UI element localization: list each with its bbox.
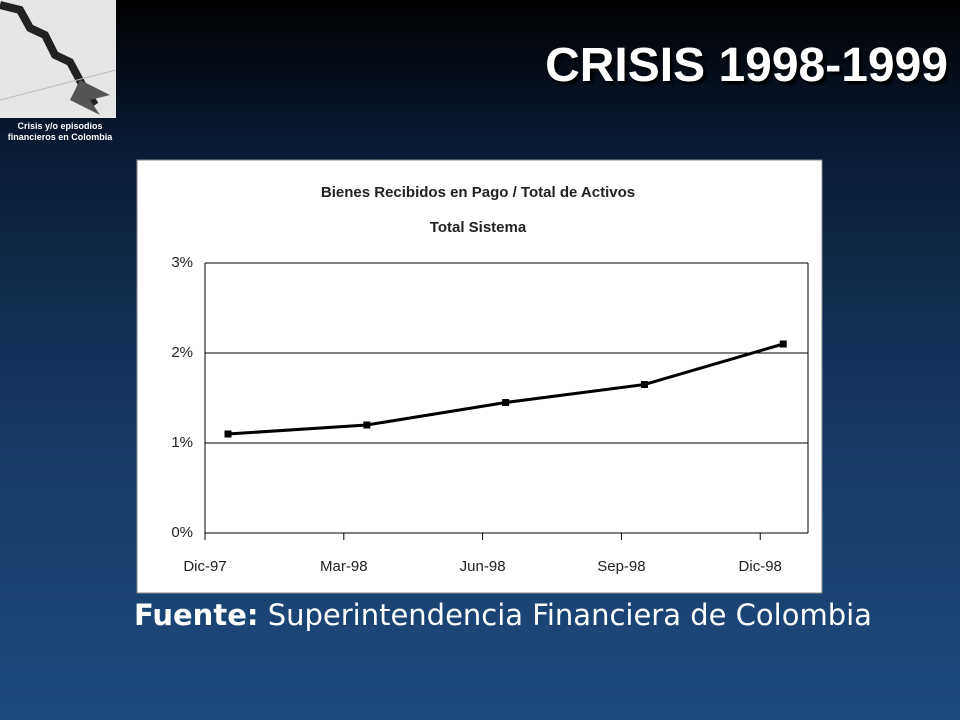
chart-subtitle: Total Sistema [430,219,527,236]
data-point [502,399,510,406]
data-point [640,381,648,388]
chart-frame [136,159,823,594]
source-label: Fuente: [134,598,259,632]
x-tick-label: Dic-98 [739,558,782,575]
x-tick-label: Sep-98 [597,558,645,575]
data-point [224,430,232,438]
chart-title: Bienes Recibidos en Pago / Total de Acti… [321,184,635,201]
data-point [779,340,787,348]
y-tick-label: 0% [171,524,193,541]
x-tick-label: Dic-97 [183,558,226,575]
data-point [363,421,371,429]
y-tick-label: 1% [171,434,193,451]
y-tick-label: 3% [171,254,193,271]
logo-caption: Crisis y/o episodios financieros en Colo… [0,121,120,143]
source: Fuente: Superintendencia Financiera de C… [134,598,872,632]
logo [0,0,116,118]
slide-title: CRISIS 1998-1999 [545,39,948,92]
x-tick-label: Jun-98 [460,558,506,575]
x-tick-label: Mar-98 [320,558,368,575]
caption-line: financieros en Colombia [7,132,113,142]
caption-line: Crisis y/o episodios [17,121,103,131]
y-tick-label: 2% [171,344,193,361]
source-text: Superintendencia Financiera de Colombia [267,598,872,632]
